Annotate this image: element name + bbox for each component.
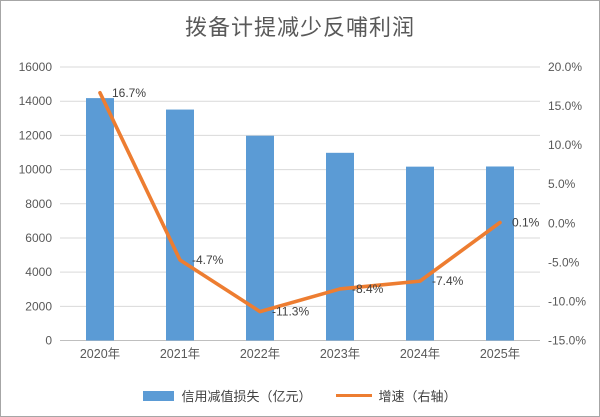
left-axis-tick-label: 2000: [25, 299, 52, 313]
line-series-label: 增速（右轴）: [378, 389, 457, 404]
x-axis-category-label: 2024年: [400, 347, 440, 361]
left-axis-tick-label: 6000: [25, 231, 52, 245]
bar-2020年: [86, 98, 114, 341]
line-series-swatch: [335, 394, 372, 397]
right-axis-tick-label: -10.0%: [548, 294, 586, 308]
legend-item-bar-series: 信用减值损失（亿元）: [143, 386, 312, 405]
bar-2021年: [166, 109, 194, 341]
left-axis-tick-label: 10000: [19, 163, 53, 177]
growth-line: [98, 90, 502, 314]
right-axis-tick-label: 5.0%: [548, 177, 576, 191]
right-axis-tick-label: -5.0%: [548, 255, 580, 269]
right-axis-tick-label: 10.0%: [548, 138, 582, 152]
bar-2023年: [326, 152, 354, 341]
line-data-label: 0.1%: [512, 216, 540, 230]
x-axis-category-label: 2020年: [80, 347, 120, 361]
left-axis-tick-label: 12000: [19, 128, 53, 142]
bar-series-label: 信用减值损失（亿元）: [181, 389, 312, 404]
x-axis-category-label: 2022年: [240, 347, 280, 361]
bar-2025年: [486, 166, 514, 341]
bar-2024年: [406, 166, 434, 341]
line-data-label: -11.3%: [272, 305, 309, 319]
left-axis-tick-label: 4000: [25, 265, 52, 279]
right-axis-tick-label: 20.0%: [548, 60, 582, 74]
x-axis-category-label: 2023年: [320, 347, 360, 361]
right-axis-tick-label: 0.0%: [548, 216, 576, 230]
bar-series-swatch: [143, 390, 175, 401]
right-axis-tick-label: 15.0%: [548, 99, 582, 113]
left-axis-tick-label: 16000: [19, 60, 53, 74]
x-axis-category-label: 2025年: [480, 347, 520, 361]
legend: 信用减值损失（亿元） 增速（右轴）: [1, 386, 599, 405]
line-data-label: 16.7%: [112, 86, 146, 100]
chart-title: 拨备计提减少反哺利润: [184, 15, 415, 40]
left-axis-tick-label: 14000: [19, 94, 53, 108]
line-data-label: -8.4%: [352, 282, 384, 296]
left-axis-tick-label: 8000: [25, 197, 52, 211]
legend-item-line-series: 增速（右轴）: [335, 386, 457, 405]
x-axis-category-label: 2021年: [160, 347, 200, 361]
right-axis-tick-label: -15.0%: [548, 334, 586, 348]
line-data-label: -7.4%: [432, 274, 464, 288]
left-axis-tick-label: 0: [45, 334, 52, 348]
line-data-label: -4.7%: [192, 253, 224, 267]
